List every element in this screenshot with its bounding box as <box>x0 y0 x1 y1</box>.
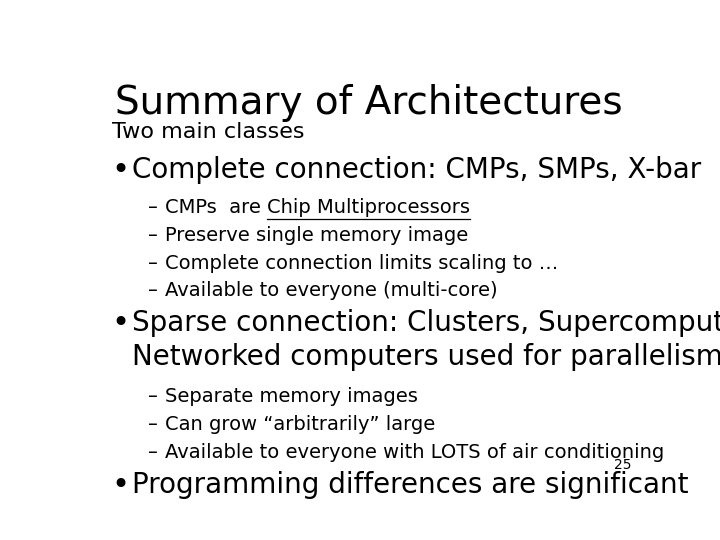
Text: –: – <box>148 254 158 273</box>
Text: Complete connection limits scaling to …: Complete connection limits scaling to … <box>166 254 559 273</box>
Text: Two main classes: Two main classes <box>112 122 305 142</box>
Text: CMPs  are: CMPs are <box>166 198 267 217</box>
Text: Summary of Architectures: Summary of Architectures <box>115 84 623 122</box>
Text: •: • <box>112 471 130 500</box>
Text: Separate memory images: Separate memory images <box>166 388 418 407</box>
Text: –: – <box>148 443 158 462</box>
Text: 25: 25 <box>613 458 631 472</box>
Text: –: – <box>148 415 158 434</box>
Text: •: • <box>112 309 130 338</box>
Text: Preserve single memory image: Preserve single memory image <box>166 226 469 245</box>
Text: •: • <box>112 156 130 185</box>
Text: –: – <box>148 226 158 245</box>
Text: Available to everyone (multi-core): Available to everyone (multi-core) <box>166 281 498 300</box>
Text: Chip Multiprocessors: Chip Multiprocessors <box>267 198 470 217</box>
Text: –: – <box>148 281 158 300</box>
Text: Sparse connection: Clusters, Supercomputers,
Networked computers used for parall: Sparse connection: Clusters, Supercomput… <box>132 309 720 371</box>
Text: Available to everyone with LOTS of air conditioning: Available to everyone with LOTS of air c… <box>166 443 665 462</box>
Text: –: – <box>148 198 158 217</box>
Text: –: – <box>148 388 158 407</box>
Text: Complete connection: CMPs, SMPs, X-bar: Complete connection: CMPs, SMPs, X-bar <box>132 156 701 184</box>
Text: Can grow “arbitrarily” large: Can grow “arbitrarily” large <box>166 415 436 434</box>
Text: Programming differences are significant: Programming differences are significant <box>132 471 688 499</box>
